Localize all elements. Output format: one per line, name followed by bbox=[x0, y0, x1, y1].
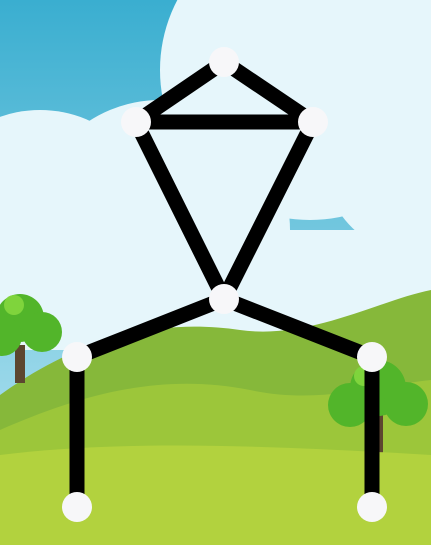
tree-foliage bbox=[22, 312, 62, 352]
node-top-peak[interactable] bbox=[209, 47, 239, 77]
tree-trunk bbox=[15, 345, 25, 383]
edge-top-peak-to-upper-left[interactable] bbox=[128, 54, 232, 130]
tree-foliage bbox=[328, 383, 372, 427]
edge-center-joint-to-left-shoulder[interactable] bbox=[69, 291, 232, 365]
node-right-foot[interactable] bbox=[357, 492, 387, 522]
node-center-joint[interactable] bbox=[209, 284, 239, 314]
edge-center-joint-to-right-shoulder[interactable] bbox=[216, 291, 380, 365]
node-left-shoulder[interactable] bbox=[62, 342, 92, 372]
node-left-foot[interactable] bbox=[62, 492, 92, 522]
puzzle-edges bbox=[69, 54, 380, 515]
tree-foliage bbox=[384, 382, 428, 426]
node-upper-left[interactable] bbox=[121, 107, 151, 137]
puzzle-nodes bbox=[62, 47, 387, 522]
edge-top-peak-to-upper-right[interactable] bbox=[216, 54, 321, 130]
node-upper-right[interactable] bbox=[298, 107, 328, 137]
cloud bbox=[320, 40, 431, 260]
node-right-shoulder[interactable] bbox=[357, 342, 387, 372]
hill-near bbox=[0, 445, 431, 545]
tree-foliage bbox=[0, 316, 22, 356]
edge-upper-left-to-center-joint[interactable] bbox=[128, 114, 232, 307]
tree-left bbox=[0, 294, 62, 383]
edge-upper-right-to-center-joint[interactable] bbox=[216, 114, 321, 307]
tree-highlight bbox=[4, 295, 24, 315]
